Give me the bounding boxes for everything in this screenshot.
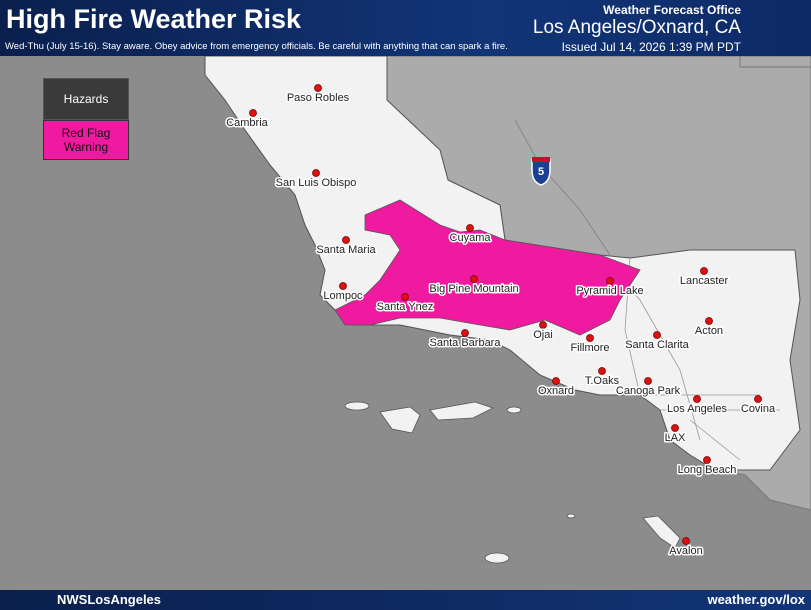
city-dot <box>342 236 350 244</box>
city-dot <box>339 282 347 290</box>
office: Weather Forecast Office <box>603 3 741 17</box>
interstate-shield: 5 <box>531 157 551 186</box>
city-dot <box>703 456 711 464</box>
city-dot <box>700 267 708 275</box>
social-handle: NWSLosAngeles <box>57 592 162 607</box>
interstate-line <box>514 119 611 256</box>
city-dot <box>754 395 762 403</box>
city-label: Canoga Park <box>616 385 681 397</box>
city-label: LAX <box>665 432 686 444</box>
city-label: Avalon <box>669 545 702 557</box>
legend-title: Hazards <box>43 78 129 120</box>
city-label: Lancaster <box>680 275 729 287</box>
footer: NWSLosAngeles weather.gov/lox <box>0 590 811 610</box>
legend: Hazards Red Flag Warning <box>43 78 129 160</box>
interstate-label: 5 <box>538 166 544 178</box>
city-dot <box>586 334 594 342</box>
city-dot <box>644 377 652 385</box>
city-dot <box>682 537 690 545</box>
city-label: Acton <box>695 325 723 337</box>
city-dot <box>552 377 560 385</box>
islands <box>344 401 681 564</box>
city-label: Pyramid Lake <box>576 285 643 297</box>
city-label: Lompoc <box>323 290 363 302</box>
city-dot <box>466 224 474 232</box>
city-dot <box>606 277 614 285</box>
location: Los Angeles/Oxnard, CA <box>532 17 741 38</box>
city-label: Cambria <box>226 117 268 129</box>
city-dot <box>705 317 713 325</box>
county-line <box>739 56 811 68</box>
city-label: Santa Maria <box>316 244 376 256</box>
city-label: Fillmore <box>570 342 609 354</box>
city-dot <box>312 169 320 177</box>
city-label: Ojai <box>533 329 553 341</box>
header: High Fire Weather Risk Wed-Thu (July 15-… <box>0 0 811 56</box>
cities: Paso Robles Cambria San Luis Obispo Santa M… <box>225 84 777 558</box>
city-label: San Luis Obispo <box>276 177 357 189</box>
city-label: Big Pine Mountain <box>429 283 518 295</box>
website: weather.gov/lox <box>707 592 805 607</box>
city-label: Long Beach <box>678 464 737 476</box>
city-dot <box>653 331 661 339</box>
city-label: T.Oaks <box>585 375 620 387</box>
city-dot <box>598 367 606 375</box>
city-dot <box>401 293 409 301</box>
city-label: Cuyama <box>450 232 492 244</box>
city-dot <box>539 321 547 329</box>
issued: Issued Jul 14, 2026 1:39 PM PDT <box>561 40 741 54</box>
city-label: Paso Robles <box>287 92 350 104</box>
city-dot <box>693 395 701 403</box>
city-label: Covina <box>741 403 776 415</box>
red-flag-area <box>334 199 641 336</box>
city-dot <box>249 109 257 117</box>
city-label: Oxnard <box>538 385 574 397</box>
subtitle: Wed-Thu (July 15-16). Stay aware. Obey a… <box>5 41 508 52</box>
city-dot <box>671 424 679 432</box>
city-label: Santa Clarita <box>625 339 689 351</box>
city-dot <box>461 329 469 337</box>
title: High Fire Weather Risk <box>6 4 302 34</box>
city-dot <box>314 84 322 92</box>
city-label: Los Angeles <box>667 403 727 415</box>
city-label: Santa Barbara <box>430 337 502 349</box>
city-label: Santa Ynez <box>377 301 434 313</box>
city-dot <box>470 275 478 283</box>
legend-item: Red Flag Warning <box>43 120 129 160</box>
